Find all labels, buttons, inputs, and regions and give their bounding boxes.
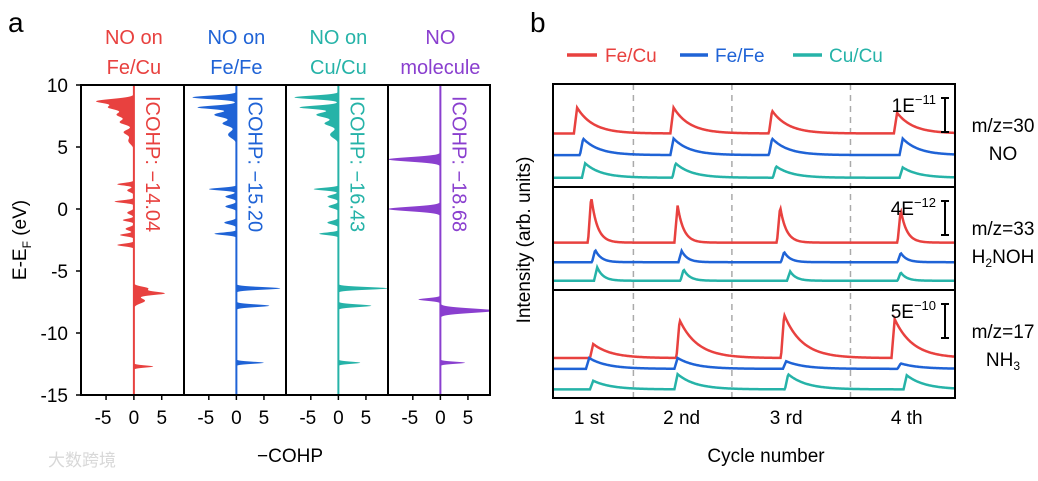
- x-tick-label: 0: [231, 408, 242, 429]
- subplot-frame: [387, 84, 491, 396]
- scale-exponent: −11: [915, 92, 936, 107]
- panel-b-ylabel: Intensity (arb. units): [514, 157, 535, 324]
- x-tick-label: 1 st: [574, 408, 605, 429]
- species-text: NOH: [992, 247, 1034, 268]
- scale-mantissa: 5E: [891, 302, 914, 323]
- ylabel-unit: (eV): [10, 200, 31, 241]
- icohp-label: ICOHP: −16.43: [345, 96, 367, 232]
- panel-title-line2: Fe/Fe: [210, 57, 262, 79]
- panel-a-xlabel: −COHP: [257, 446, 323, 467]
- ms-trace-fe-fe: [553, 135, 955, 157]
- species-label: NO: [989, 144, 1018, 165]
- mz-label: m/z=17: [972, 322, 1035, 343]
- x-tick-label: 3 rd: [770, 408, 803, 429]
- panel-a-ylabel: E-EF (eV): [10, 200, 34, 280]
- y-tick-label: 0: [57, 200, 68, 221]
- panel-title-line1: NO on: [309, 27, 367, 49]
- x-tick-label: -5: [401, 408, 418, 429]
- x-tick-label: 4 th: [891, 408, 923, 429]
- y-tick-label: 10: [47, 76, 68, 97]
- ms-trace-fe-cu: [553, 311, 955, 360]
- scale-label: 5E−10: [891, 298, 936, 323]
- subplot-frame: [552, 289, 956, 399]
- y-tick-label: -10: [41, 324, 68, 345]
- icohp-label: ICOHP: −18.68: [447, 96, 469, 232]
- watermark: 大数跨境: [48, 451, 116, 470]
- legend-label: Cu/Cu: [829, 46, 883, 67]
- icohp-label: ICOHP: −14.04: [141, 96, 163, 232]
- x-tick-label: 0: [129, 408, 140, 429]
- x-tick-label: 5: [463, 408, 474, 429]
- panel-title-line1: NO on: [207, 27, 265, 49]
- x-tick-label: -5: [299, 408, 316, 429]
- scale-exponent: −10: [914, 298, 936, 313]
- x-tick-label: 0: [435, 408, 446, 429]
- scale-exponent: −12: [914, 195, 936, 210]
- panel-b-xlabel: Cycle number: [707, 446, 825, 467]
- x-tick-label: -5: [95, 408, 112, 429]
- cohp-curve-2: [294, 85, 388, 395]
- y-tick-label: -15: [41, 386, 68, 407]
- x-tick-label: 2 nd: [663, 408, 700, 429]
- x-tick-label: 5: [259, 408, 270, 429]
- species-label: H2NOH: [972, 247, 1035, 270]
- species-text: H: [972, 247, 986, 268]
- x-tick-label: -5: [197, 408, 214, 429]
- panel-title-line2: Fe/Cu: [107, 57, 161, 79]
- species-text: NO: [989, 144, 1018, 165]
- ms-trace-cu-cu: [553, 371, 955, 391]
- scale-label: 1E−11: [892, 92, 936, 117]
- species-text: NH: [986, 350, 1013, 371]
- scale-mantissa: 4E: [891, 199, 914, 220]
- ms-trace-cu-cu: [553, 160, 955, 179]
- ylabel-sub: F: [20, 241, 34, 248]
- legend-label: Fe/Cu: [605, 46, 657, 67]
- mz-label: m/z=33: [972, 219, 1035, 240]
- panel-b-label: b: [530, 7, 546, 38]
- ms-trace-cu-cu: [553, 263, 955, 282]
- panel-title-line1: NO on: [105, 27, 163, 49]
- species-subscript: 2: [985, 256, 992, 270]
- scale-mantissa: 1E: [892, 96, 915, 117]
- ms-trace-fe-fe: [553, 356, 955, 371]
- species-subscript: 3: [1013, 359, 1020, 373]
- icohp-label: ICOHP: −15.20: [243, 96, 265, 232]
- ms-trace-fe-cu: [553, 198, 955, 244]
- species-label: NH3: [986, 350, 1020, 373]
- y-tick-label: -5: [51, 262, 68, 283]
- x-tick-label: 5: [156, 408, 167, 429]
- ms-trace-fe-cu: [553, 104, 955, 135]
- ms-trace-fe-fe: [553, 247, 955, 264]
- panel-title-line2: molecule: [400, 57, 480, 79]
- mz-label: m/z=30: [972, 116, 1035, 137]
- panel-title-line1: NO: [425, 27, 455, 49]
- y-tick-label: 5: [57, 138, 68, 159]
- cohp-curve-3: [388, 85, 490, 395]
- ylabel-main: E-E: [10, 248, 31, 280]
- legend-label: Fe/Fe: [715, 46, 765, 67]
- scale-label: 4E−12: [891, 195, 936, 220]
- x-tick-label: 5: [361, 408, 372, 429]
- panel-title-line2: Cu/Cu: [310, 57, 367, 79]
- x-tick-label: 0: [333, 408, 344, 429]
- panel-a-label: a: [8, 7, 24, 38]
